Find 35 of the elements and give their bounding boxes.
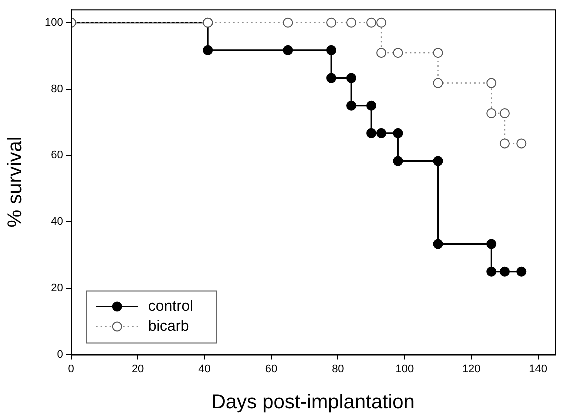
x-tick-label: 120 [462, 363, 481, 376]
legend-label: bicarb [148, 318, 190, 335]
x-tick-label: 100 [396, 363, 414, 376]
point [346, 73, 357, 84]
point [393, 128, 404, 138]
point [326, 73, 337, 84]
point [203, 45, 214, 56]
point [516, 266, 527, 277]
point [326, 45, 337, 56]
point [433, 239, 444, 250]
point [500, 266, 510, 277]
x-tick-label: 20 [132, 363, 144, 376]
y-tick-label: 80 [51, 83, 64, 96]
y-axis-title: % survival [4, 136, 27, 228]
x-tick-label: 40 [198, 363, 211, 376]
point [376, 128, 387, 138]
point [433, 156, 444, 166]
point [366, 100, 377, 111]
y-tick-label: 100 [44, 16, 64, 29]
y-tick-label: 60 [51, 150, 64, 162]
y-tick-label: 40 [51, 216, 64, 228]
y-tick-label: 0 [57, 348, 64, 361]
x-tick-label: 80 [332, 363, 344, 376]
x-tick-label: 0 [68, 363, 74, 376]
point [283, 45, 294, 56]
x-tick-label: 140 [529, 363, 548, 376]
point [393, 156, 404, 166]
legend-label: control [148, 298, 194, 315]
point [346, 100, 357, 111]
point [486, 266, 497, 277]
point [366, 128, 377, 138]
x-tick-label: 60 [265, 363, 278, 376]
y-tick-label: 20 [51, 282, 64, 294]
x-axis-title: Days post-implantation [211, 392, 415, 414]
point [486, 239, 497, 250]
